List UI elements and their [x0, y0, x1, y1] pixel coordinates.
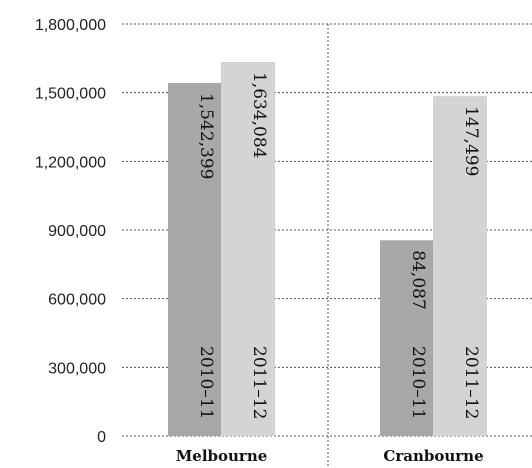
y-tick-label: 300,000: [48, 360, 106, 377]
bar-series-label: 2011–12: [249, 346, 269, 419]
y-tick-label: 1,200,000: [35, 154, 106, 171]
bar-series-label: 2010–11: [408, 346, 428, 419]
x-category-label: Cranbourne: [383, 447, 483, 465]
y-tick-label: 600,000: [48, 292, 106, 309]
bar-value-label: 84,087: [408, 250, 428, 309]
bar-labels: 1,542,399 2010–11 1,634,084 2011–12 84,087 20…: [196, 72, 481, 419]
y-axis-tick-labels: 0 300,000 600,000 900,000 1,200,000 1,500,000…: [35, 17, 106, 446]
bar-melbourne-2011-12: [221, 61, 275, 437]
x-axis-category-labels: Melbourne Cranbourne: [176, 447, 484, 465]
bar-value-label: 147,499: [461, 106, 481, 176]
bar-melbourne-2010-11: [168, 82, 222, 436]
bar-value-label: 1,634,084: [249, 72, 269, 159]
bar-series-label: 2010–11: [196, 346, 216, 419]
x-category-label: Melbourne: [176, 447, 268, 465]
y-tick-label: 1,800,000: [35, 17, 106, 34]
bar-cranbourne-2010-11: [380, 240, 434, 436]
bar-cranbourne-2011-12: [433, 96, 487, 436]
y-tick-label: 900,000: [48, 223, 106, 240]
bar-series-label: 2011–12: [461, 346, 481, 419]
y-tick-label: 1,500,000: [35, 86, 106, 103]
bars: [168, 61, 487, 437]
bar-value-label: 1,542,399: [196, 93, 216, 180]
y-tick-label: 0: [97, 429, 106, 446]
